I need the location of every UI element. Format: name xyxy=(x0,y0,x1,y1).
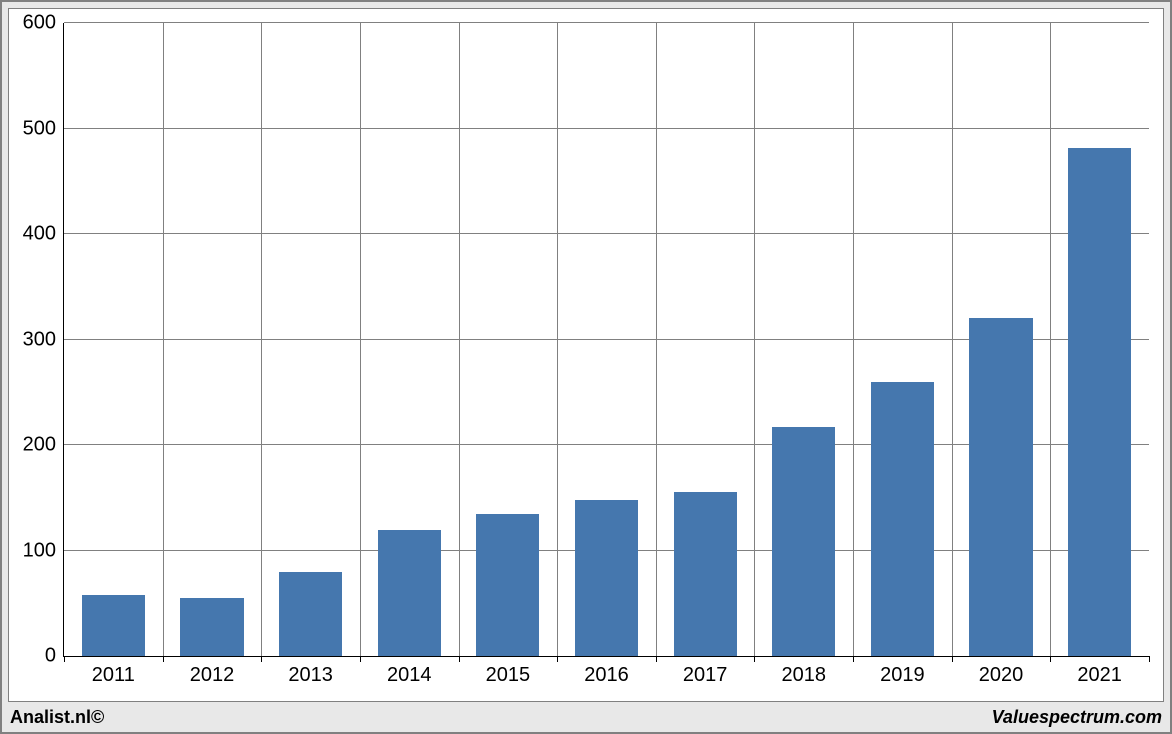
bar xyxy=(476,514,539,656)
footer-right-credit: Valuespectrum.com xyxy=(992,707,1162,728)
x-tick-label: 2019 xyxy=(880,664,925,687)
x-tick-label: 2021 xyxy=(1077,664,1122,687)
x-tick-mark xyxy=(952,656,953,662)
x-tick-label: 2012 xyxy=(190,664,235,687)
gridline-h xyxy=(64,233,1149,234)
plot-area: 0100200300400500600201120122013201420152… xyxy=(63,23,1149,657)
x-tick-mark xyxy=(261,656,262,662)
x-tick-label: 2018 xyxy=(782,664,827,687)
x-tick-mark xyxy=(360,656,361,662)
bar xyxy=(378,530,441,656)
x-tick-mark xyxy=(163,656,164,662)
x-tick-mark xyxy=(853,656,854,662)
bar xyxy=(1068,148,1131,657)
bar xyxy=(674,492,737,656)
x-tick-label: 2016 xyxy=(584,664,629,687)
y-tick-label: 300 xyxy=(23,328,56,351)
gridline-v xyxy=(1050,23,1051,656)
x-tick-mark xyxy=(557,656,558,662)
y-tick-label: 0 xyxy=(45,645,56,668)
footer-left-credit: Analist.nl© xyxy=(10,707,104,728)
gridline-v xyxy=(360,23,361,656)
bar xyxy=(82,595,145,656)
x-tick-mark xyxy=(459,656,460,662)
x-tick-label: 2011 xyxy=(92,664,135,687)
gridline-v xyxy=(952,23,953,656)
y-tick-label: 100 xyxy=(23,539,56,562)
bar xyxy=(772,427,835,656)
gridline-v xyxy=(459,23,460,656)
x-tick-mark xyxy=(64,656,65,662)
x-tick-mark xyxy=(1149,656,1150,662)
x-tick-mark xyxy=(1050,656,1051,662)
bar xyxy=(279,572,342,656)
x-tick-label: 2013 xyxy=(288,664,333,687)
gridline-v xyxy=(853,23,854,656)
chart-outer-frame: 0 100 200 300 400 500 600 2011 2012 2013 2014 2015 2… xyxy=(0,0,1172,734)
bar xyxy=(180,598,243,656)
gridline-v xyxy=(261,23,262,656)
y-tick-label: 400 xyxy=(23,223,56,246)
y-tick-label: 500 xyxy=(23,117,56,140)
x-tick-mark xyxy=(754,656,755,662)
gridline-h xyxy=(64,128,1149,129)
bar xyxy=(575,500,638,656)
y-tick-label: 200 xyxy=(23,434,56,457)
gridline-h xyxy=(64,22,1149,23)
x-tick-label: 2014 xyxy=(387,664,432,687)
x-tick-label: 2015 xyxy=(486,664,531,687)
gridline-v xyxy=(656,23,657,656)
x-tick-mark xyxy=(656,656,657,662)
chart-frame: 0 100 200 300 400 500 600 2011 2012 2013 2014 2015 2… xyxy=(8,8,1164,702)
bar xyxy=(871,382,934,656)
y-tick-label: 600 xyxy=(23,12,56,35)
gridline-v xyxy=(754,23,755,656)
bar xyxy=(969,318,1032,656)
gridline-v xyxy=(557,23,558,656)
x-tick-label: 2020 xyxy=(979,664,1024,687)
x-tick-label: 2017 xyxy=(683,664,728,687)
gridline-v xyxy=(163,23,164,656)
